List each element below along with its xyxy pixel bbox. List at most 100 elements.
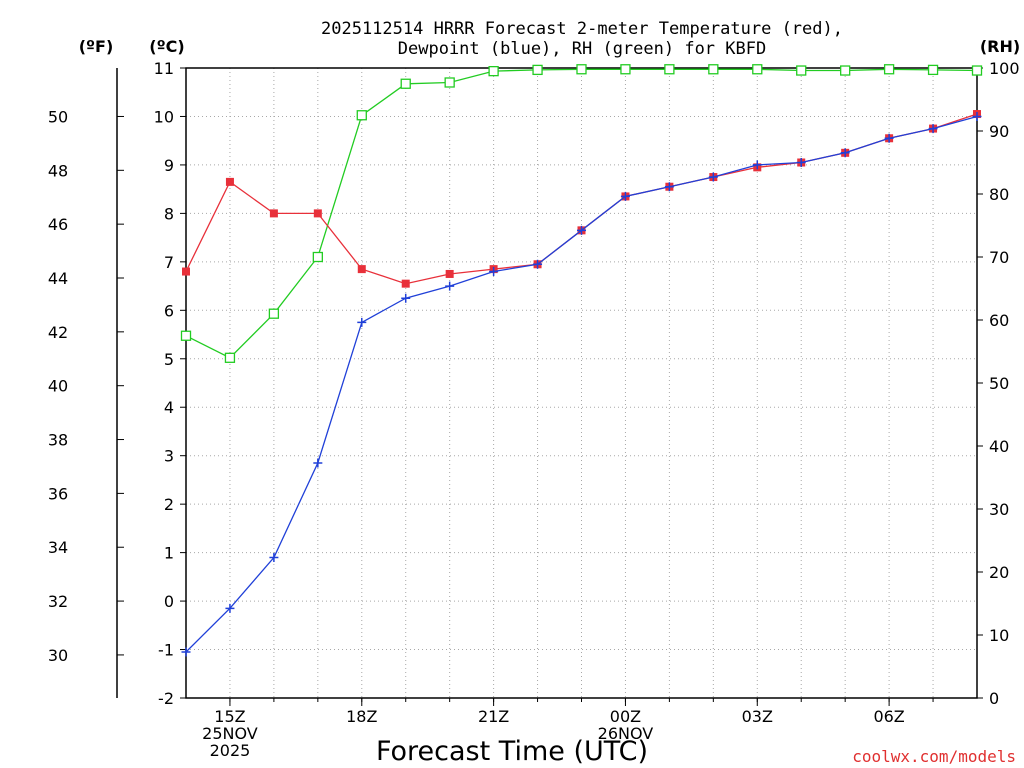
fahrenheit-tick-label: 40 [48,377,68,396]
rh-point [796,65,807,76]
temperature-point [357,265,366,274]
dewpoint-point [269,552,279,562]
celsius-tick-label: 10 [154,107,174,126]
rh-point [620,64,631,75]
fahrenheit-tick-label: 42 [48,323,68,342]
dewpoint-point [489,267,499,277]
celsius-tick-label: 6 [164,301,174,320]
fahrenheit-unit-label: (ºF) [79,37,114,56]
chart-title-line2: Dewpoint (blue), RH (green) for KBFD [398,39,766,59]
fahrenheit-tick-label: 32 [48,592,68,611]
x-tick-label: 18Z [346,707,377,726]
rh-tick-label: 30 [989,500,1009,519]
axes: -2-1012345678910113032343638404244464850… [48,59,1020,760]
dewpoint-point [401,293,411,303]
rh-point [883,64,895,75]
x-tick-label: 21Z [478,707,509,726]
dewpoint-point [313,458,323,468]
rh-tick-label: 10 [989,626,1009,645]
rh-point [224,352,236,363]
rh-point [312,251,323,263]
celsius-tick-label: 9 [164,156,174,175]
dewpoint-point [664,182,674,192]
watermark: coolwx.com/models [852,747,1016,766]
fahrenheit-tick-label: 44 [48,269,68,288]
dewpoint-point [884,133,894,143]
dewpoint-point [796,158,806,167]
temperature-point [445,269,454,278]
dewpoint-point [181,647,191,657]
fahrenheit-tick-label: 30 [48,646,68,665]
celsius-tick-label: 4 [164,398,174,417]
celsius-tick-label: 5 [164,350,174,369]
rh-tick-label: 70 [989,248,1009,267]
series-dewpoint [181,111,982,657]
dewpoint-point [445,281,455,291]
rh-point [400,78,411,89]
rh-point [664,64,675,75]
dewpoint-point [708,172,718,182]
celsius-tick-label: 3 [164,447,174,466]
celsius-tick-label: -2 [158,689,174,708]
celsius-tick-label: -1 [158,641,174,660]
rh-point [268,308,280,319]
rh-tick-label: 0 [989,689,999,708]
rh-tick-label: 50 [989,374,1009,393]
x-tick-label: 00Z [610,707,641,726]
fahrenheit-tick-label: 46 [48,215,68,234]
rh-tick-label: 20 [989,563,1009,582]
x-tick-label: 25NOV [202,724,258,743]
x-tick-label: 15Z [214,707,245,726]
rh-tick-label: 60 [989,311,1009,330]
dewpoint-point [840,148,850,158]
rh-point [180,330,192,341]
x-tick-label: 26NOV [598,724,654,743]
celsius-tick-label: 8 [164,204,174,223]
rh-point [488,66,499,77]
plot-frame [185,67,978,699]
rh-tick-label: 40 [989,437,1009,456]
rh-point [708,64,719,75]
series-rh [180,64,983,363]
temperature-point [182,267,190,276]
rh-point [927,64,939,76]
temperature-point [313,209,322,218]
rh-point [576,64,587,75]
rh-unit-label: (RH) [980,37,1020,56]
rh-point [752,64,763,75]
rh-point [971,65,983,76]
dewpoint-point [928,124,938,134]
rh-tick-label: 90 [989,122,1009,141]
celsius-tick-label: 2 [164,495,174,514]
rh-point [356,110,367,121]
dewpoint-point [357,317,367,327]
fahrenheit-tick-label: 36 [48,484,68,503]
dewpoint-point [577,225,586,235]
rh-point [532,64,543,76]
fahrenheit-tick-label: 48 [48,161,68,180]
x-axis-label: Forecast Time (UTC) [376,736,648,767]
dewpoint-point [972,111,982,121]
celsius-tick-label: 11 [154,59,174,78]
chart-title-line1: 2025112514 HRRR Forecast 2-meter Tempera… [321,19,843,39]
dewpoint-point [225,603,235,613]
rh-tick-label: 100 [989,59,1020,78]
fahrenheit-tick-label: 50 [48,107,68,126]
rh-point [840,65,851,76]
x-tick-label: 03Z [742,707,773,726]
fahrenheit-tick-label: 38 [48,431,68,450]
celsius-tick-label: 0 [164,592,174,611]
celsius-unit-label: (ºC) [149,37,184,56]
rh-point [444,77,455,88]
fahrenheit-tick-label: 34 [48,538,68,557]
temperature-point [401,279,410,288]
celsius-tick-label: 1 [164,544,174,563]
celsius-tick-label: 7 [164,253,174,272]
series-line [185,113,978,285]
dewpoint-point [752,160,762,170]
temperature-point [269,209,278,218]
rh-tick-label: 80 [989,185,1009,204]
dewpoint-point [533,259,543,269]
x-tick-label: 06Z [873,707,904,726]
